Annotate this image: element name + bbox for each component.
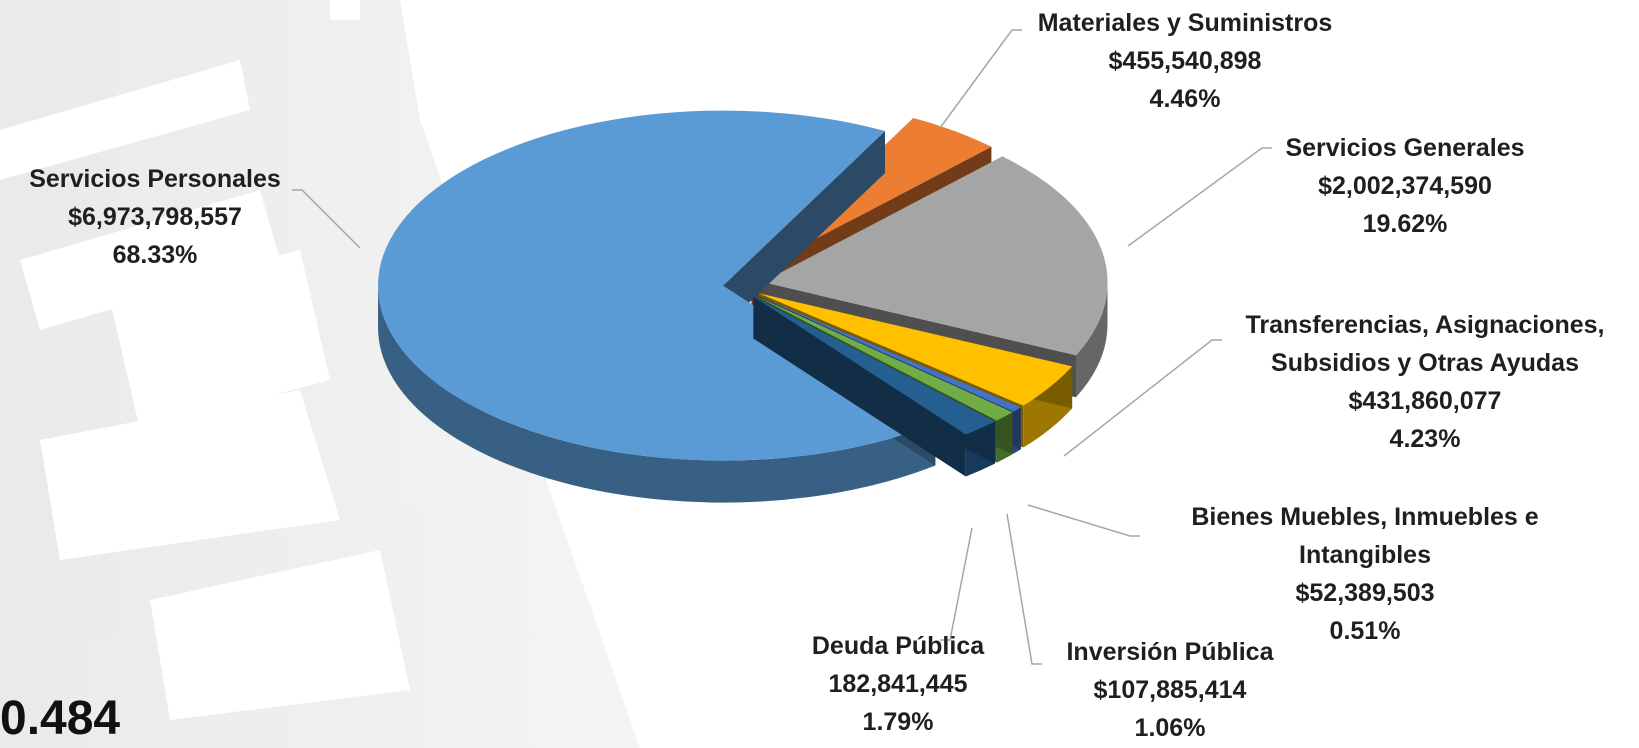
- label-inversion-publica: Inversión Pública $107,885,414 1.06%: [1066, 638, 1274, 742]
- slice-wall: [723, 131, 886, 328]
- slice-top: [758, 293, 1073, 406]
- pie-slices: [378, 110, 1108, 503]
- slice-top: [378, 110, 936, 461]
- slice-side: [1075, 282, 1108, 398]
- label-deuda-publica: Deuda Pública 182,841,445 1.79%: [811, 632, 985, 736]
- leader-lines: [292, 29, 1272, 665]
- slice-top: [762, 156, 1108, 356]
- leader-line-transferencias: [1063, 339, 1222, 457]
- leader-line-materiales: [939, 29, 1022, 129]
- slice-wall: [753, 296, 966, 477]
- leader-line-servicios-generales: [1127, 147, 1272, 247]
- partial-total-figure: 0.484: [0, 692, 121, 745]
- slice-side: [378, 285, 936, 503]
- slice-top: [755, 295, 1013, 421]
- label-bienes-muebles: Bienes Muebles, Inmuebles e Intangibles …: [1191, 503, 1539, 645]
- leader-line-servicios-personales: [292, 189, 361, 249]
- slice-top: [753, 296, 995, 435]
- label-materiales-y-suministros: Materiales y Suministros $455,540,898 4.…: [1037, 9, 1333, 113]
- label-servicios-personales: Servicios Personales $6,973,798,557 68.3…: [29, 165, 281, 269]
- leader-line-inversion: [1006, 513, 1042, 665]
- background-pattern: [0, 0, 640, 748]
- label-servicios-generales: Servicios Generales $2,002,374,590 19.62…: [1285, 134, 1525, 238]
- leader-line-bienes: [1027, 504, 1140, 537]
- slice-top: [756, 295, 1021, 412]
- label-transferencias: Transferencias, Asignaciones, Subsidios …: [1245, 311, 1605, 453]
- pie-slice-deuda-publica: [753, 296, 995, 477]
- leader-line-deuda: [940, 527, 973, 641]
